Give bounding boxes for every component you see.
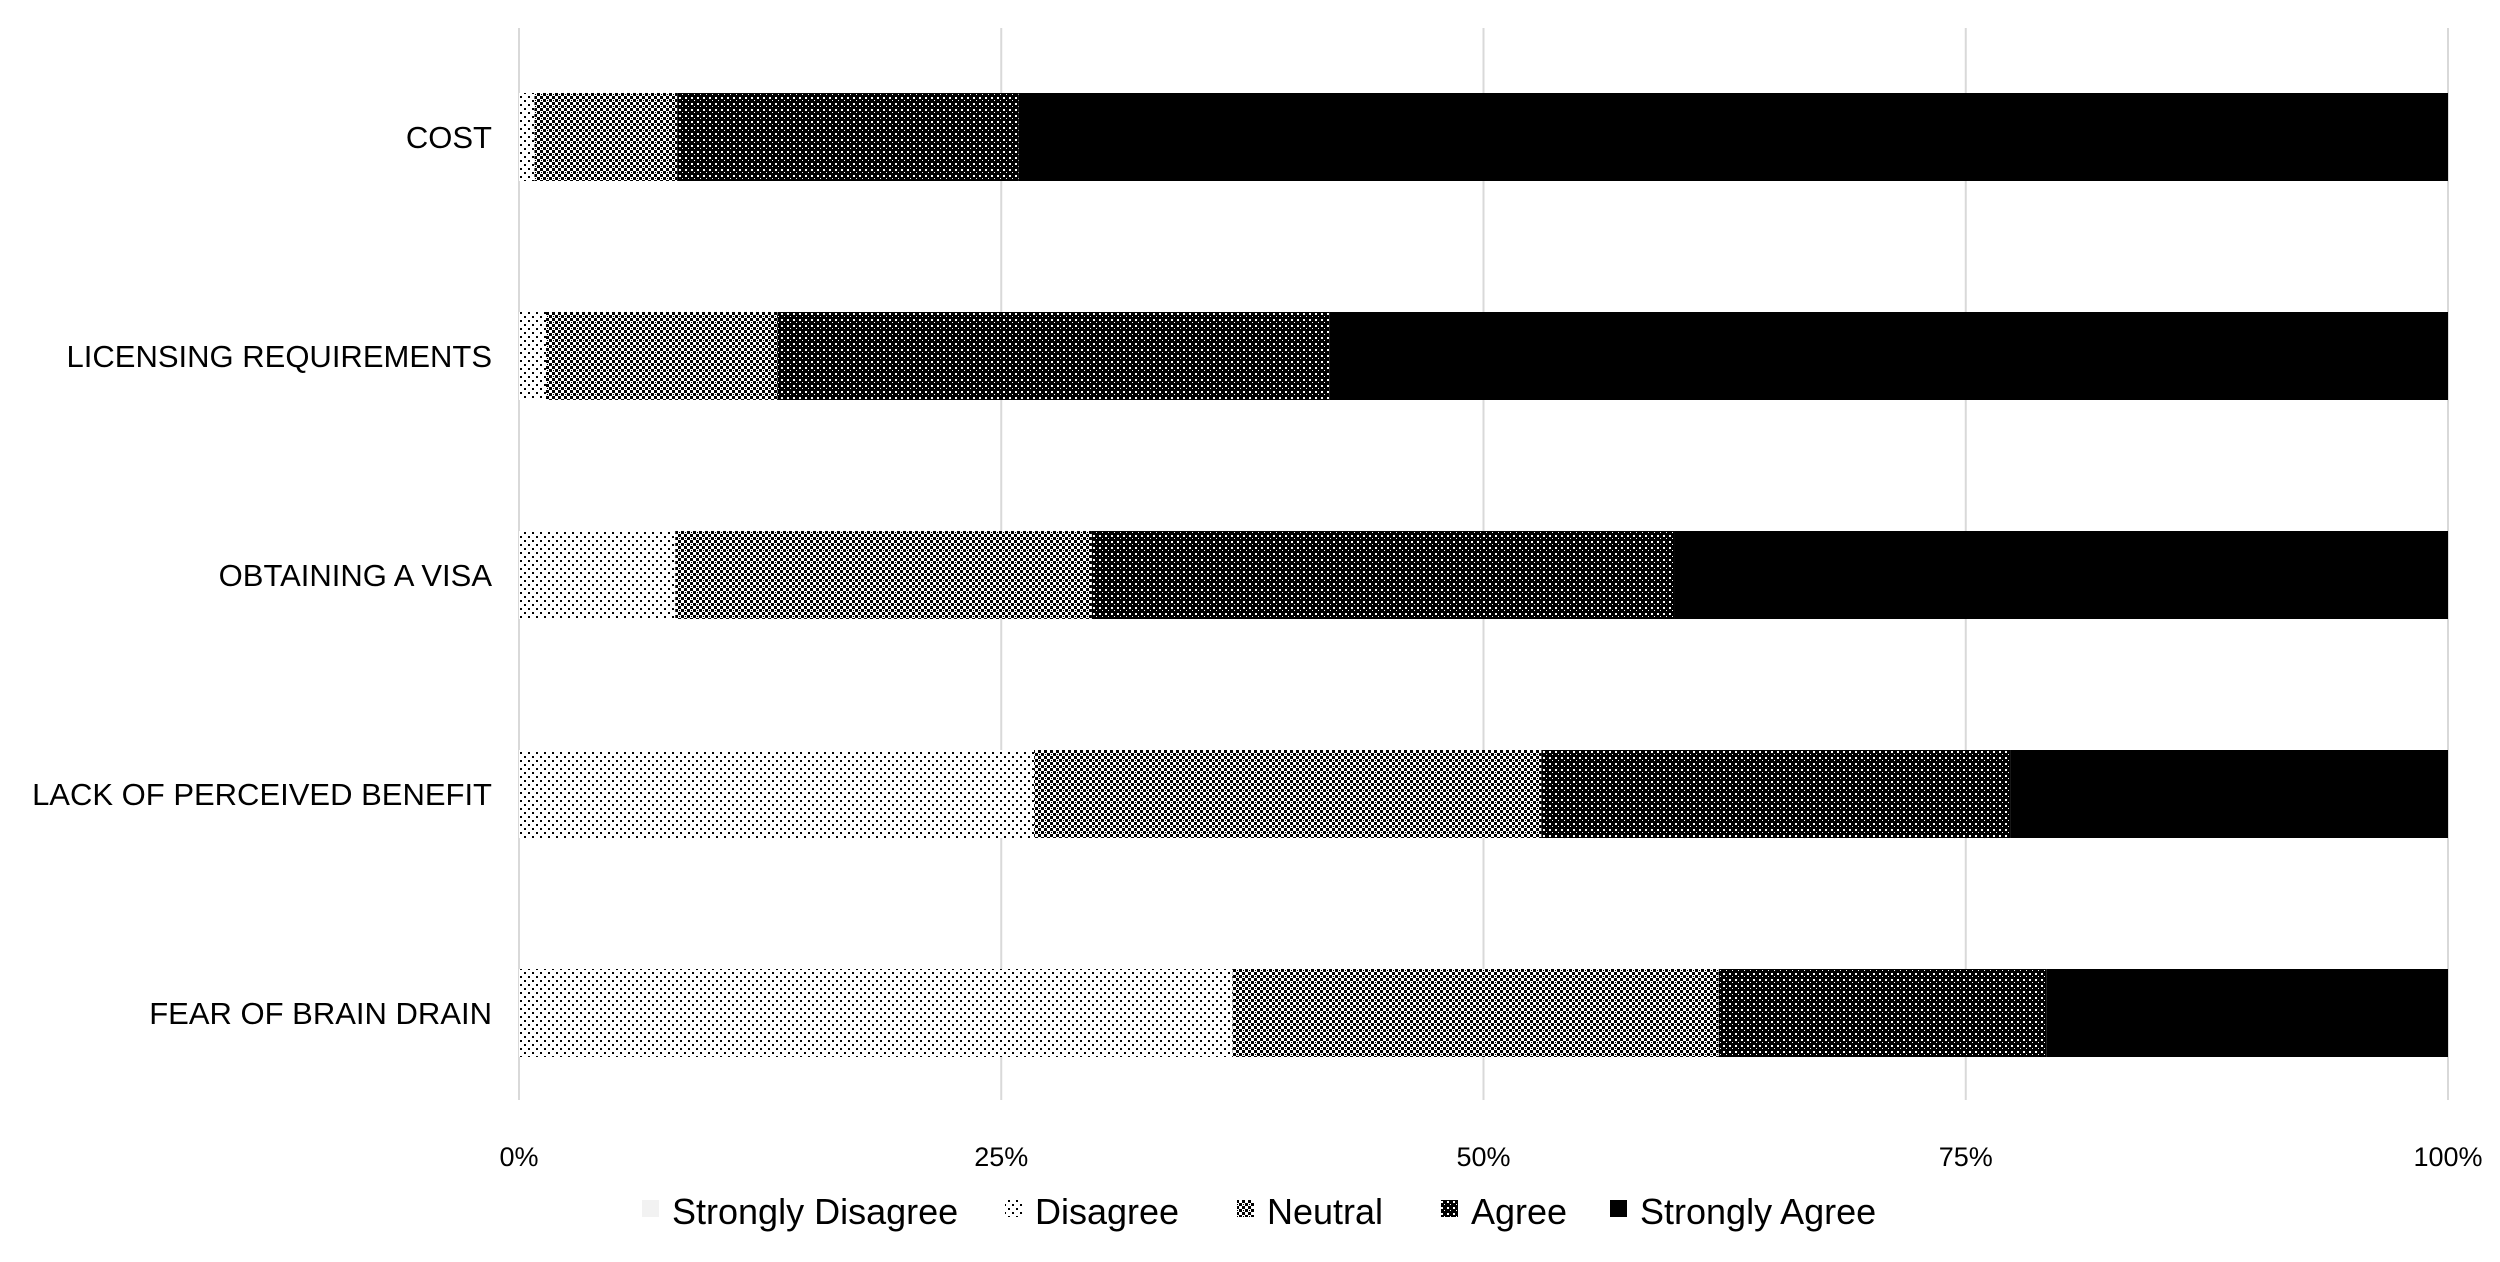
bar-segment-disagree [519, 312, 547, 400]
category-label: COST [406, 120, 492, 155]
bar-segment-strongly-agree [1018, 93, 2448, 181]
x-tick-labels: 0% 25% 50% 75% 100% [499, 1142, 2482, 1172]
bar-segment-agree [777, 312, 1330, 400]
bar-segment-strongly-agree [1329, 312, 2448, 400]
bar-segment-disagree [519, 531, 676, 619]
bar-segment-strongly-agree [2046, 969, 2448, 1057]
legend-label: Strongly Agree [1640, 1191, 1876, 1232]
bar-segment-neutral [1232, 969, 1719, 1057]
bar-segment-agree [677, 93, 1019, 181]
category-label: OBTAINING A VISA [219, 558, 493, 593]
legend-label: Disagree [1035, 1191, 1179, 1232]
legend-swatch [1441, 1200, 1458, 1217]
category-label: FEAR OF BRAIN DRAIN [149, 996, 492, 1031]
category-labels: COST LICENSING REQUIREMENTS OBTAINING A VI… [32, 120, 492, 1031]
bar-segment-neutral [534, 93, 678, 181]
category-label: LICENSING REQUIREMENTS [67, 339, 492, 374]
bar-segment-neutral [1034, 750, 1542, 838]
bar-segment-strongly-agree [2010, 750, 2448, 838]
bar-segment-neutral [675, 531, 1092, 619]
legend-label: Strongly Disagree [672, 1191, 958, 1232]
bar-segment-agree [1541, 750, 2011, 838]
legend-swatch [1610, 1200, 1627, 1217]
bar-segment-strongly-agree [1674, 531, 2448, 619]
bar-segment-agree [1718, 969, 2047, 1057]
legend-swatch [642, 1200, 659, 1217]
legend-swatch [1005, 1200, 1022, 1217]
bar-segment-agree [1091, 531, 1675, 619]
legend-label: Agree [1471, 1191, 1567, 1232]
bars [519, 93, 2448, 1057]
bar-segment-disagree [519, 750, 1035, 838]
x-tick-label: 75% [1939, 1142, 1993, 1172]
legend-label: Neutral [1267, 1191, 1383, 1232]
bar-segment-neutral [546, 312, 778, 400]
x-tick-label: 50% [1456, 1142, 1510, 1172]
x-tick-label: 100% [2413, 1142, 2482, 1172]
legend-swatch [1237, 1200, 1254, 1217]
legend: Strongly Disagree Disagree Neutral Agree Str… [642, 1191, 1876, 1232]
x-tick-label: 0% [499, 1142, 538, 1172]
bar-segment-disagree [519, 969, 1233, 1057]
x-tick-label: 25% [974, 1142, 1028, 1172]
bar-segment-disagree [519, 93, 535, 181]
category-label: LACK OF PERCEIVED BENEFIT [32, 777, 492, 812]
